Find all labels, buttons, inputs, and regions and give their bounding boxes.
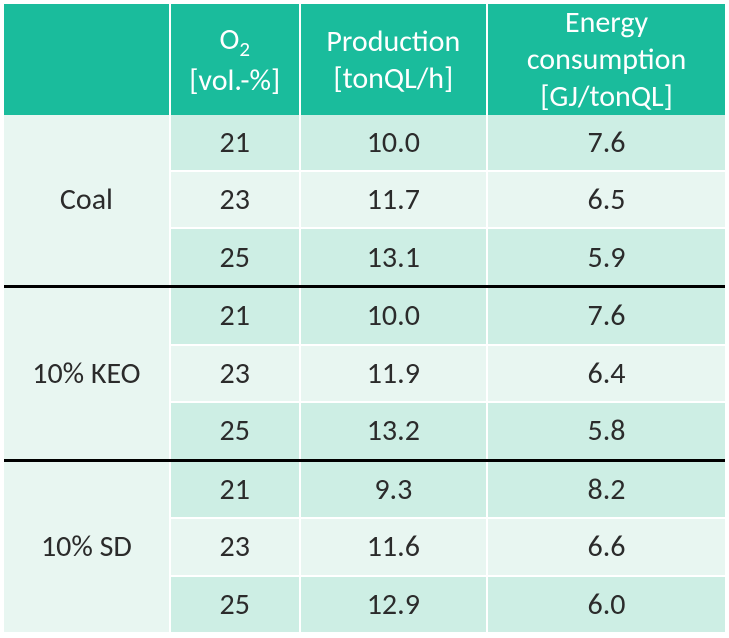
cell-energy: 6.6 <box>487 518 725 575</box>
cell-energy: 7.6 <box>487 286 725 344</box>
table-row: Coal 21 10.0 7.6 <box>4 115 725 171</box>
row-group-label: Coal <box>4 115 170 286</box>
cell-prod: 11.9 <box>300 345 487 402</box>
cell-prod: 12.9 <box>300 576 487 633</box>
table-body: Coal 21 10.0 7.6 23 11.7 6.5 25 13.1 5.9… <box>4 115 725 633</box>
cell-o2: 25 <box>170 576 300 633</box>
data-table: O2 [vol.-%] Production [tonQL/h] Energy … <box>4 4 725 634</box>
cell-o2: 25 <box>170 228 300 286</box>
cell-o2: 21 <box>170 115 300 171</box>
row-group-label: 10% SD <box>4 460 170 633</box>
cell-o2: 25 <box>170 402 300 460</box>
table-row: 10% SD 21 9.3 8.2 <box>4 460 725 518</box>
header-energy: Energy consumption [GJ/tonQL] <box>487 4 725 115</box>
table-container: O2 [vol.-%] Production [tonQL/h] Energy … <box>0 0 729 638</box>
cell-energy: 5.9 <box>487 228 725 286</box>
cell-energy: 8.2 <box>487 460 725 518</box>
cell-o2: 23 <box>170 518 300 575</box>
cell-prod: 10.0 <box>300 115 487 171</box>
cell-prod: 11.7 <box>300 171 487 228</box>
header-production: Production [tonQL/h] <box>300 4 487 115</box>
cell-energy: 7.6 <box>487 115 725 171</box>
cell-o2: 21 <box>170 460 300 518</box>
cell-o2: 23 <box>170 171 300 228</box>
cell-prod: 10.0 <box>300 286 487 344</box>
cell-prod: 13.2 <box>300 402 487 460</box>
cell-energy: 6.4 <box>487 345 725 402</box>
cell-o2: 23 <box>170 345 300 402</box>
cell-prod: 11.6 <box>300 518 487 575</box>
cell-prod: 9.3 <box>300 460 487 518</box>
header-blank <box>4 4 170 115</box>
header-o2: O2 [vol.-%] <box>170 4 300 115</box>
cell-energy: 6.5 <box>487 171 725 228</box>
cell-energy: 6.0 <box>487 576 725 633</box>
row-group-label: 10% KEO <box>4 286 170 460</box>
table-row: 10% KEO 21 10.0 7.6 <box>4 286 725 344</box>
cell-prod: 13.1 <box>300 228 487 286</box>
cell-o2: 21 <box>170 286 300 344</box>
header-row: O2 [vol.-%] Production [tonQL/h] Energy … <box>4 4 725 115</box>
cell-energy: 5.8 <box>487 402 725 460</box>
